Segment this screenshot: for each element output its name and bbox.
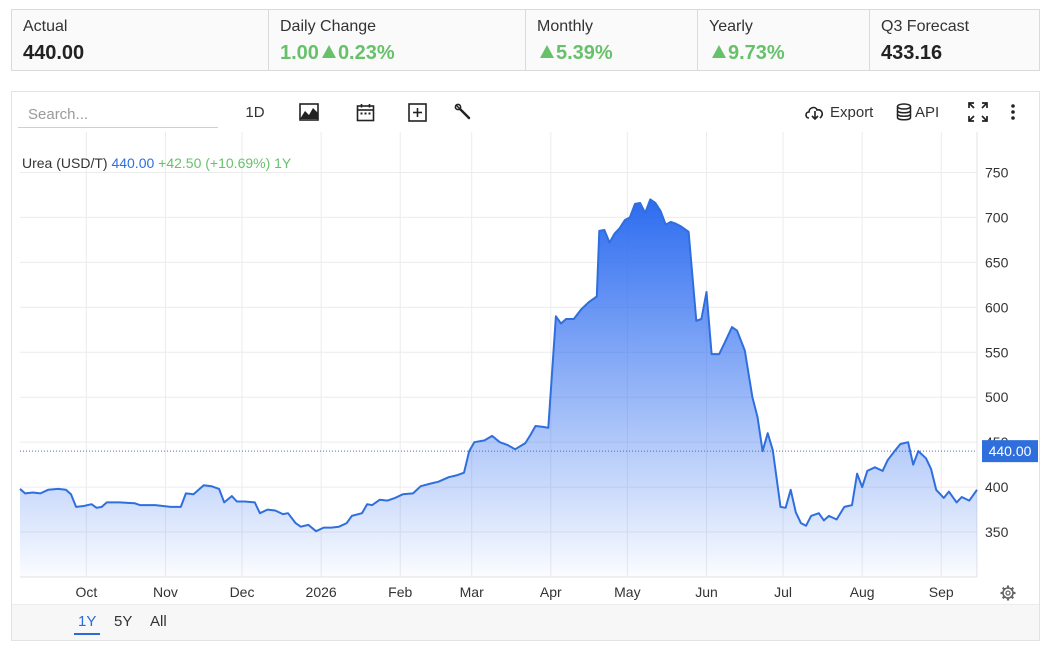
y-tick-label: 400 <box>985 479 1009 495</box>
legend-price: 440.00 <box>111 155 158 171</box>
y-tick-label: 750 <box>985 164 1009 180</box>
area-chart-icon <box>299 103 319 121</box>
x-tick-label: Feb <box>388 584 412 600</box>
series-area <box>20 199 977 577</box>
export-label: Export <box>830 103 874 121</box>
legend-series-name: Urea (USD/T) <box>22 155 111 171</box>
x-tick-label: 2026 <box>306 584 337 600</box>
stat-label: Daily Change <box>280 18 377 35</box>
cloud-download-icon <box>805 106 824 121</box>
range-all-button[interactable]: All <box>150 613 167 630</box>
settings-tool-button[interactable] <box>450 100 476 124</box>
range-selector: 1Y 5Y All <box>12 604 1039 640</box>
up-arrow-icon <box>321 45 336 58</box>
stat-value: 5.39% <box>537 39 686 67</box>
stat-daily-change: Daily Change 1.00 0.23% <box>269 10 526 70</box>
stat-value: 440.00 <box>23 42 85 64</box>
chart-type-button[interactable] <box>296 100 322 124</box>
monthly-percent: 5.39% <box>556 42 613 64</box>
y-tick-label: 700 <box>985 209 1009 225</box>
x-tick-label: Nov <box>153 584 178 600</box>
more-options-button[interactable] <box>1004 100 1022 124</box>
x-tick-label: May <box>614 584 640 600</box>
plus-square-icon <box>407 102 427 122</box>
chart-toolbar: 1D <box>12 92 1039 132</box>
stat-monthly: Monthly 5.39% <box>526 10 698 70</box>
stat-label: Q3 Forecast <box>881 18 970 35</box>
price-chart[interactable]: 350400450500550600650700750OctNovDec2026… <box>12 92 1041 604</box>
add-indicator-button[interactable] <box>404 100 430 124</box>
stat-label: Yearly <box>709 18 753 35</box>
calendar-icon <box>356 103 374 121</box>
date-range-button[interactable] <box>352 100 378 124</box>
stat-value: 433.16 <box>881 42 943 64</box>
api-button[interactable]: API <box>896 100 944 124</box>
stat-label: Monthly <box>537 18 594 35</box>
chart-panel: 350400450500550600650700750OctNovDec2026… <box>11 91 1040 641</box>
current-price-badge <box>982 440 1038 463</box>
gear-icon[interactable] <box>1000 585 1016 601</box>
x-tick-label: Oct <box>75 584 97 600</box>
range-5y-button[interactable]: 5Y <box>114 613 133 630</box>
x-tick-label: Aug <box>850 584 875 600</box>
fullscreen-icon <box>968 102 988 122</box>
y-tick-label: 600 <box>985 299 1009 315</box>
chart-legend: Urea (USD/T) 440.00 +42.50 (+10.69%) 1Y <box>22 155 292 171</box>
stat-actual: Actual 440.00 <box>12 10 269 70</box>
up-arrow-icon <box>540 45 554 58</box>
y-tick-label: 650 <box>985 254 1009 270</box>
database-icon <box>896 103 912 121</box>
stat-value: 9.73% <box>709 39 858 67</box>
interval-button[interactable]: 1D <box>240 100 270 124</box>
x-tick-label: Jul <box>774 584 792 600</box>
fullscreen-button[interactable] <box>965 100 991 124</box>
api-label: API <box>915 103 940 121</box>
search-input[interactable] <box>18 102 218 128</box>
stats-bar: Actual 440.00 Daily Change 1.00 0.23% Mon… <box>11 9 1040 71</box>
y-tick-label: 350 <box>985 524 1009 540</box>
daily-change-percent: 0.23% <box>337 42 395 64</box>
wrench-icon <box>454 103 470 119</box>
stat-q3-forecast: Q3 Forecast 433.16 <box>870 10 1039 70</box>
y-tick-label: 500 <box>985 389 1009 405</box>
x-tick-label: Sep <box>929 584 954 600</box>
more-vertical-icon <box>1011 104 1015 120</box>
x-tick-label: Jun <box>695 584 718 600</box>
daily-change-points: 1.00 <box>280 42 319 64</box>
x-tick-label: Mar <box>460 584 484 600</box>
x-tick-label: Dec <box>230 584 255 600</box>
current-price-label: 440.00 <box>989 443 1032 459</box>
range-1y-button[interactable]: 1Y <box>74 613 101 635</box>
stat-yearly: Yearly 9.73% <box>698 10 870 70</box>
up-arrow-icon <box>712 45 726 58</box>
stat-value: 1.00 0.23% <box>280 39 514 67</box>
x-tick-label: Apr <box>540 584 562 600</box>
legend-change: +42.50 (+10.69%) 1Y <box>158 155 292 171</box>
series-line[interactable] <box>19 198 978 533</box>
export-button[interactable]: Export <box>804 100 878 124</box>
yearly-percent: 9.73% <box>728 42 785 64</box>
interval-label: 1D <box>245 103 265 121</box>
stat-label: Actual <box>23 18 68 35</box>
y-tick-label: 550 <box>985 344 1009 360</box>
